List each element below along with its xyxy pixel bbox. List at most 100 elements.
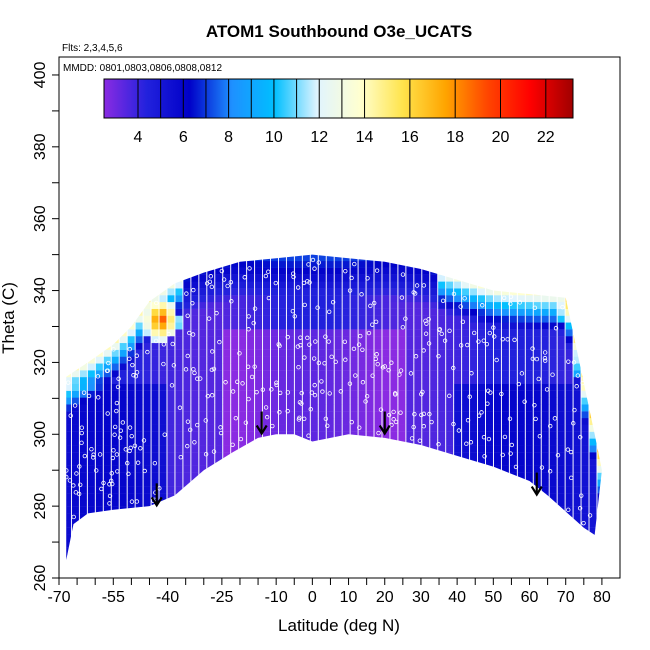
field-cell [223,404,231,412]
field-cell [199,370,207,378]
sample-point [185,353,190,359]
field-cell [334,493,342,501]
field-cell [494,247,501,254]
field-cell [382,370,390,378]
field-cell [342,336,350,344]
field-cell [207,445,215,453]
field-cell [398,472,406,480]
field-cell [255,404,263,412]
field-cell [375,247,382,254]
field-cell [151,383,159,391]
field-cell [493,322,501,330]
field-cell [525,554,533,561]
field-cell [557,254,565,262]
field-cell [326,547,334,555]
field-cell [66,445,71,453]
field-cell [223,513,231,521]
field-cell [270,301,278,309]
field-cell [358,356,366,364]
field-cell [310,534,318,542]
field-cell [350,465,358,473]
field-cell [334,356,342,364]
field-cell [525,267,533,275]
field-cell [406,506,414,514]
sample-point [360,380,366,385]
field-cell [541,260,549,268]
field-cell [127,506,135,514]
field-cell [255,377,263,385]
field-cell [358,540,366,548]
field-cell [350,534,358,542]
field-cell [103,356,111,364]
x-tick-label: 10 [340,589,358,606]
sample-point [358,333,363,339]
field-cell [294,472,302,480]
ozone-field [66,247,612,575]
field-cell [334,363,342,371]
field-cell [454,527,462,535]
field-cell [358,336,366,344]
field-cell [414,274,422,282]
field-cell [191,417,199,425]
field-cell [135,336,143,344]
field-cell [581,445,589,453]
field-cell [247,322,255,330]
field-cell [533,445,541,453]
field-cell [79,465,87,473]
field-cell [597,554,602,561]
field-cell [175,458,183,466]
sample-point [400,325,406,330]
field-cell [446,383,454,391]
field-cell [493,295,501,303]
field-cell [541,540,549,548]
field-cell [406,267,414,275]
field-cell [597,547,602,555]
field-cell [151,479,159,487]
field-cell [454,561,461,568]
field-cell [557,390,565,398]
field-cell [525,547,533,555]
field-cell [207,493,215,501]
field-cell [119,417,127,425]
field-cell [446,295,454,303]
field-cell [557,458,565,466]
sample-point [572,407,577,413]
field-cell [485,274,493,282]
field-cell [175,452,183,460]
field-cell [533,411,541,419]
field-cell [191,336,199,344]
field-cell [470,336,478,344]
field-cell [438,527,446,535]
field-cell [374,445,382,453]
field-cell [430,404,438,412]
sample-point [508,451,513,456]
field-cell [533,452,541,460]
sample-point [571,421,576,426]
field-cell [135,411,143,419]
field-cell [303,568,310,575]
field-cell [223,288,231,296]
field-cell [485,342,493,350]
field-cell [493,547,501,555]
field-cell [207,527,215,535]
field-cell [350,274,358,282]
field-cell [239,301,247,309]
field-cell [71,301,79,309]
field-cell [493,520,501,528]
field-cell [573,527,581,535]
field-cell [605,384,612,391]
field-cell [366,342,374,350]
field-cell [175,479,183,487]
field-cell [215,322,223,330]
field-cell [470,534,478,542]
field-cell [358,295,366,303]
field-cell [342,411,350,419]
field-cell [470,377,478,385]
sample-point [129,433,134,439]
field-cell [390,506,398,514]
field-cell [111,288,119,296]
field-cell [159,254,167,262]
field-cell [215,281,223,289]
field-cell [390,377,398,385]
field-cell [151,267,159,275]
